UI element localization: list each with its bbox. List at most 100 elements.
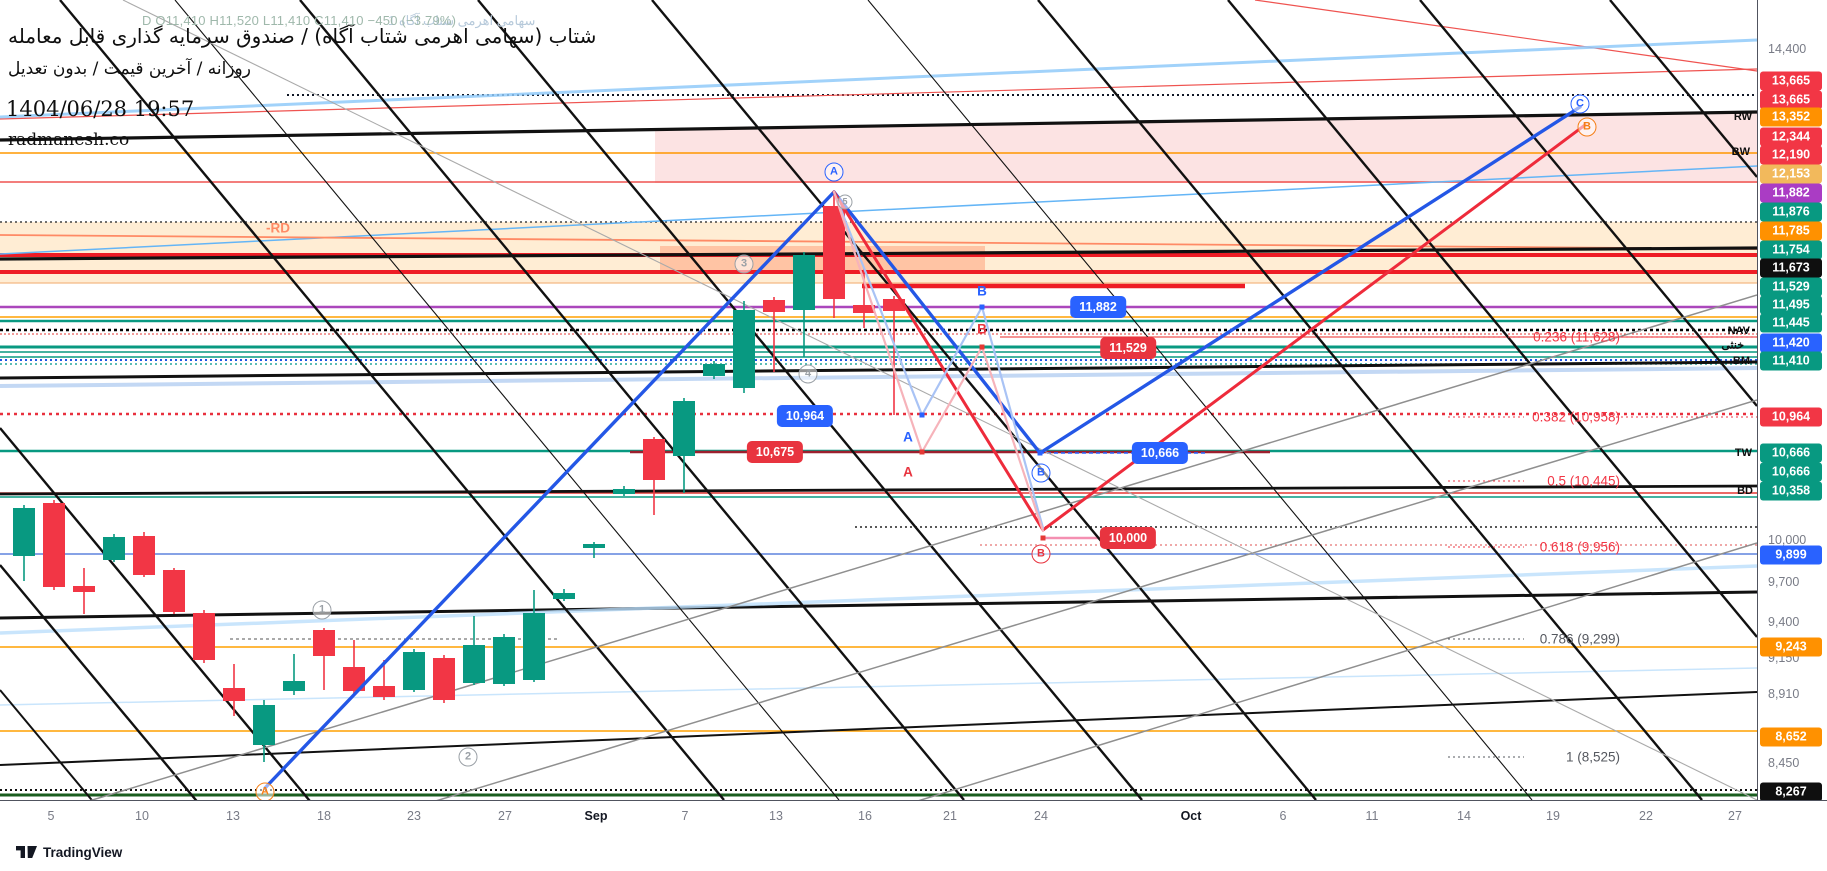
trend-line [89,294,1757,800]
vertex-dot [979,344,985,350]
line-edge-tag: RW [1733,111,1752,123]
candle-body [223,688,245,701]
price-axis-label: 12,153 [1760,164,1822,184]
price-line-bubble[interactable]: 11,882 [1070,296,1126,318]
ohlc-values: D O11,410 H11,520 L11,410 C11,410 −450 (… [142,13,457,28]
wave-marker[interactable]: -RD [266,220,290,236]
price-line-bubble[interactable]: 10,675 [746,441,804,463]
candle-body [73,586,95,592]
price-axis-label: 13,665 [1760,90,1822,110]
chart-settings-subtitle[interactable]: روزانه / آخرین قیمت / بدون تعدیل [8,59,251,79]
trend-line [0,564,198,800]
line-edge-tag: خنثی [1721,339,1744,352]
vertex-dot [1040,535,1046,541]
wave-zigzag [263,105,1582,790]
time-axis-label: 21 [943,809,957,823]
wave-marker[interactable]: A [903,464,913,480]
fib-level-label[interactable]: 0.618 (9,956) [1539,539,1620,555]
symbol-title[interactable]: شتاب (سهامی اهرمی شتاب آگاه) / صندوق سرم… [8,24,597,48]
candle-body [583,544,605,548]
trend-line [0,691,1757,766]
time-axis-label: 24 [1034,809,1048,823]
trend-line [174,0,840,800]
line-edge-tag: BD [1737,485,1753,497]
candle-body [463,645,485,683]
price-axis-label: 10,964 [1760,407,1822,427]
time-axis-label: 19 [1546,809,1560,823]
time-axis[interactable]: 5 10 13 18 23 27 Sep 7 13 16 21 24 Oct 6 11 14 19 22 27 [0,800,1827,834]
candle-body [493,637,515,684]
price-axis-tick: 9,700 [1768,575,1800,589]
candle-body [193,613,215,660]
trend-line [0,590,1757,620]
price-axis-tick: 9,400 [1768,615,1800,629]
tradingview-logo[interactable]: TradingView [16,844,122,860]
trend-line [0,38,1757,119]
tradingview-logo-text: TradingView [43,844,123,860]
price-axis-label: 12,344 [1760,127,1822,147]
wave-marker[interactable]: 1 [312,600,332,620]
wave-marker[interactable]: B [977,321,987,337]
trend-line [0,246,1757,261]
price-axis-label: 13,352 [1760,107,1822,127]
candle-body [523,613,545,680]
fib-level-label[interactable]: 0.236 (11,628) [1533,329,1620,345]
price-axis-label: 11,882 [1760,183,1822,203]
candle-body [433,658,455,700]
candle-body [643,439,665,480]
wave-marker[interactable]: 2 [458,747,478,767]
price-axis-tick: 8,910 [1768,687,1800,701]
trend-line [651,0,1317,800]
trend-line [0,68,1757,120]
fib-level-label[interactable]: 0.786 (9,299) [1539,631,1620,647]
time-axis-label: 27 [498,809,512,823]
wave-zigzag [832,190,1045,533]
fib-level-label[interactable]: 1 (8,525) [1565,749,1620,765]
price-axis-label: 8,267 [1760,782,1822,802]
price-axis-label: 11,495 [1760,295,1822,315]
shaded-zone [660,246,985,273]
wave-marker[interactable]: A [824,162,844,182]
price-axis-label: 11,529 [1760,277,1822,297]
time-axis-label: 11 [1365,809,1379,823]
time-axis-label: 14 [1457,809,1471,823]
wave-marker[interactable]: B [1577,117,1597,137]
vertex-dot [919,412,925,418]
price-line-bubble[interactable]: 10,666 [1131,442,1189,464]
wave-marker[interactable]: B [1031,463,1051,483]
candle-body [613,489,635,494]
price-axis[interactable]: 14,400 10,000 9,700 9,400 9,150 8,910 8,450 13… [1757,0,1827,802]
trend-line [299,0,965,800]
fib-level-label[interactable]: 0.5 (10,445) [1547,473,1620,489]
candle-body [403,652,425,690]
wave-marker[interactable]: C [1570,94,1590,114]
time-axis-label: Sep [584,809,608,823]
price-line-bubble[interactable]: 11,529 [1100,337,1156,359]
candle-body [43,503,65,587]
price-line-bubble[interactable]: 10,000 [1099,527,1157,549]
wave-marker[interactable]: 3 [734,254,754,274]
trend-line [0,366,1757,388]
wave-marker[interactable]: 5 [837,194,853,210]
fib-level-label[interactable]: 0.382 (10,958) [1532,409,1620,425]
wave-marker[interactable]: A [255,782,275,800]
chart-canvas[interactable]: سهامی اهرمی شتاب آگاه 1 D O11,410 H11,52… [0,0,1757,800]
trend-line [0,689,94,800]
price-axis-label: 11,785 [1760,221,1822,241]
time-axis-label: 7 [681,809,689,823]
trend-line [0,484,1757,496]
vertex-dot [979,304,985,310]
wave-marker[interactable]: B [977,283,987,299]
line-edge-tag: TW [1734,447,1752,459]
trend-line [477,0,1143,800]
candle-body [793,255,815,310]
candle-body [823,206,845,299]
wave-marker[interactable]: A [903,429,913,445]
price-line-bubble[interactable]: 10,964 [776,405,834,427]
datetime-label: 1404/06/28 19:57 [6,97,195,121]
candle-body [343,667,365,691]
candle-body [133,536,155,575]
wave-marker[interactable]: 4 [798,364,818,384]
wave-marker[interactable]: B [1031,544,1051,564]
line-edge-tag: BM [1732,355,1750,367]
